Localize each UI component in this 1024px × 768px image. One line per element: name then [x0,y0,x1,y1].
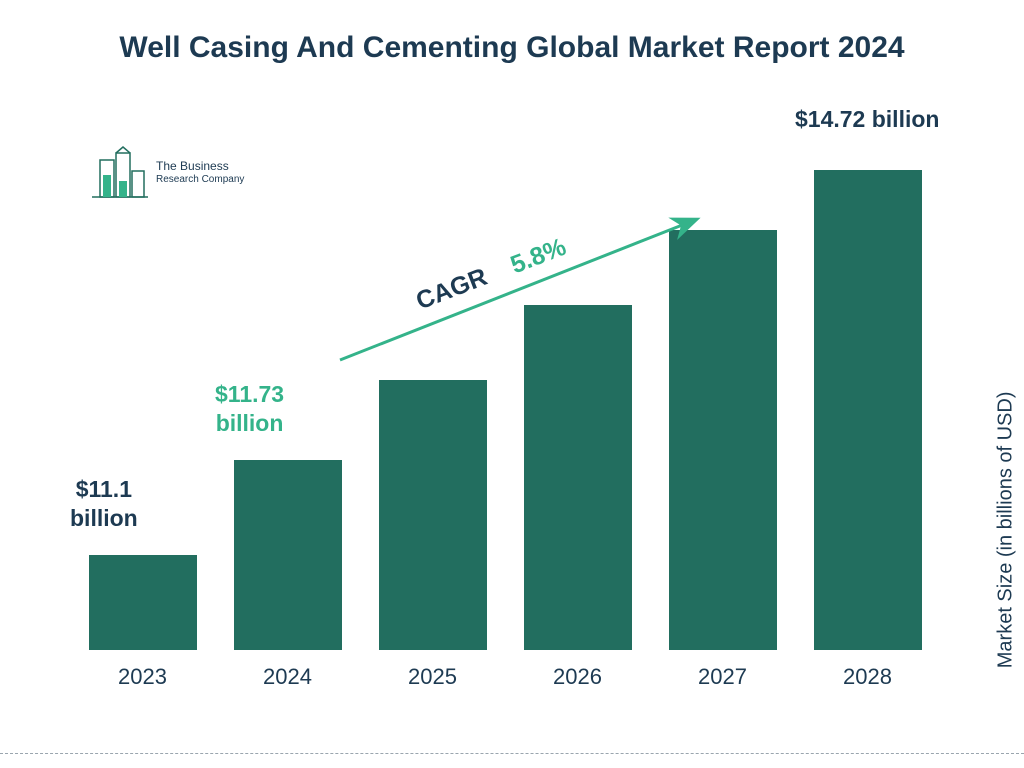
x-label: 2024 [228,664,348,690]
bar-2024 [234,460,342,650]
bar-slot [808,170,928,650]
cagr-annotation: CAGR 5.8% [325,200,725,380]
x-label: 2026 [518,664,638,690]
bottom-divider [0,753,1024,754]
chart-title: Well Casing And Cementing Global Market … [0,0,1024,67]
x-label: 2027 [663,664,783,690]
bar-slot [373,380,493,650]
bar-slot [83,555,203,650]
value-label-2024: $11.73billion [215,380,284,438]
cagr-arrow-icon [325,200,725,380]
x-label: 2025 [373,664,493,690]
bar-2025 [379,380,487,650]
y-axis-label: Market Size (in billions of USD) [995,392,1018,669]
value-label-2028: $14.72 billion [795,105,939,134]
x-label: 2028 [808,664,928,690]
bar-2028 [814,170,922,650]
bar-2023 [89,555,197,650]
value-label-2023: $11.1billion [70,475,138,533]
x-label: 2023 [83,664,203,690]
bar-slot [228,460,348,650]
